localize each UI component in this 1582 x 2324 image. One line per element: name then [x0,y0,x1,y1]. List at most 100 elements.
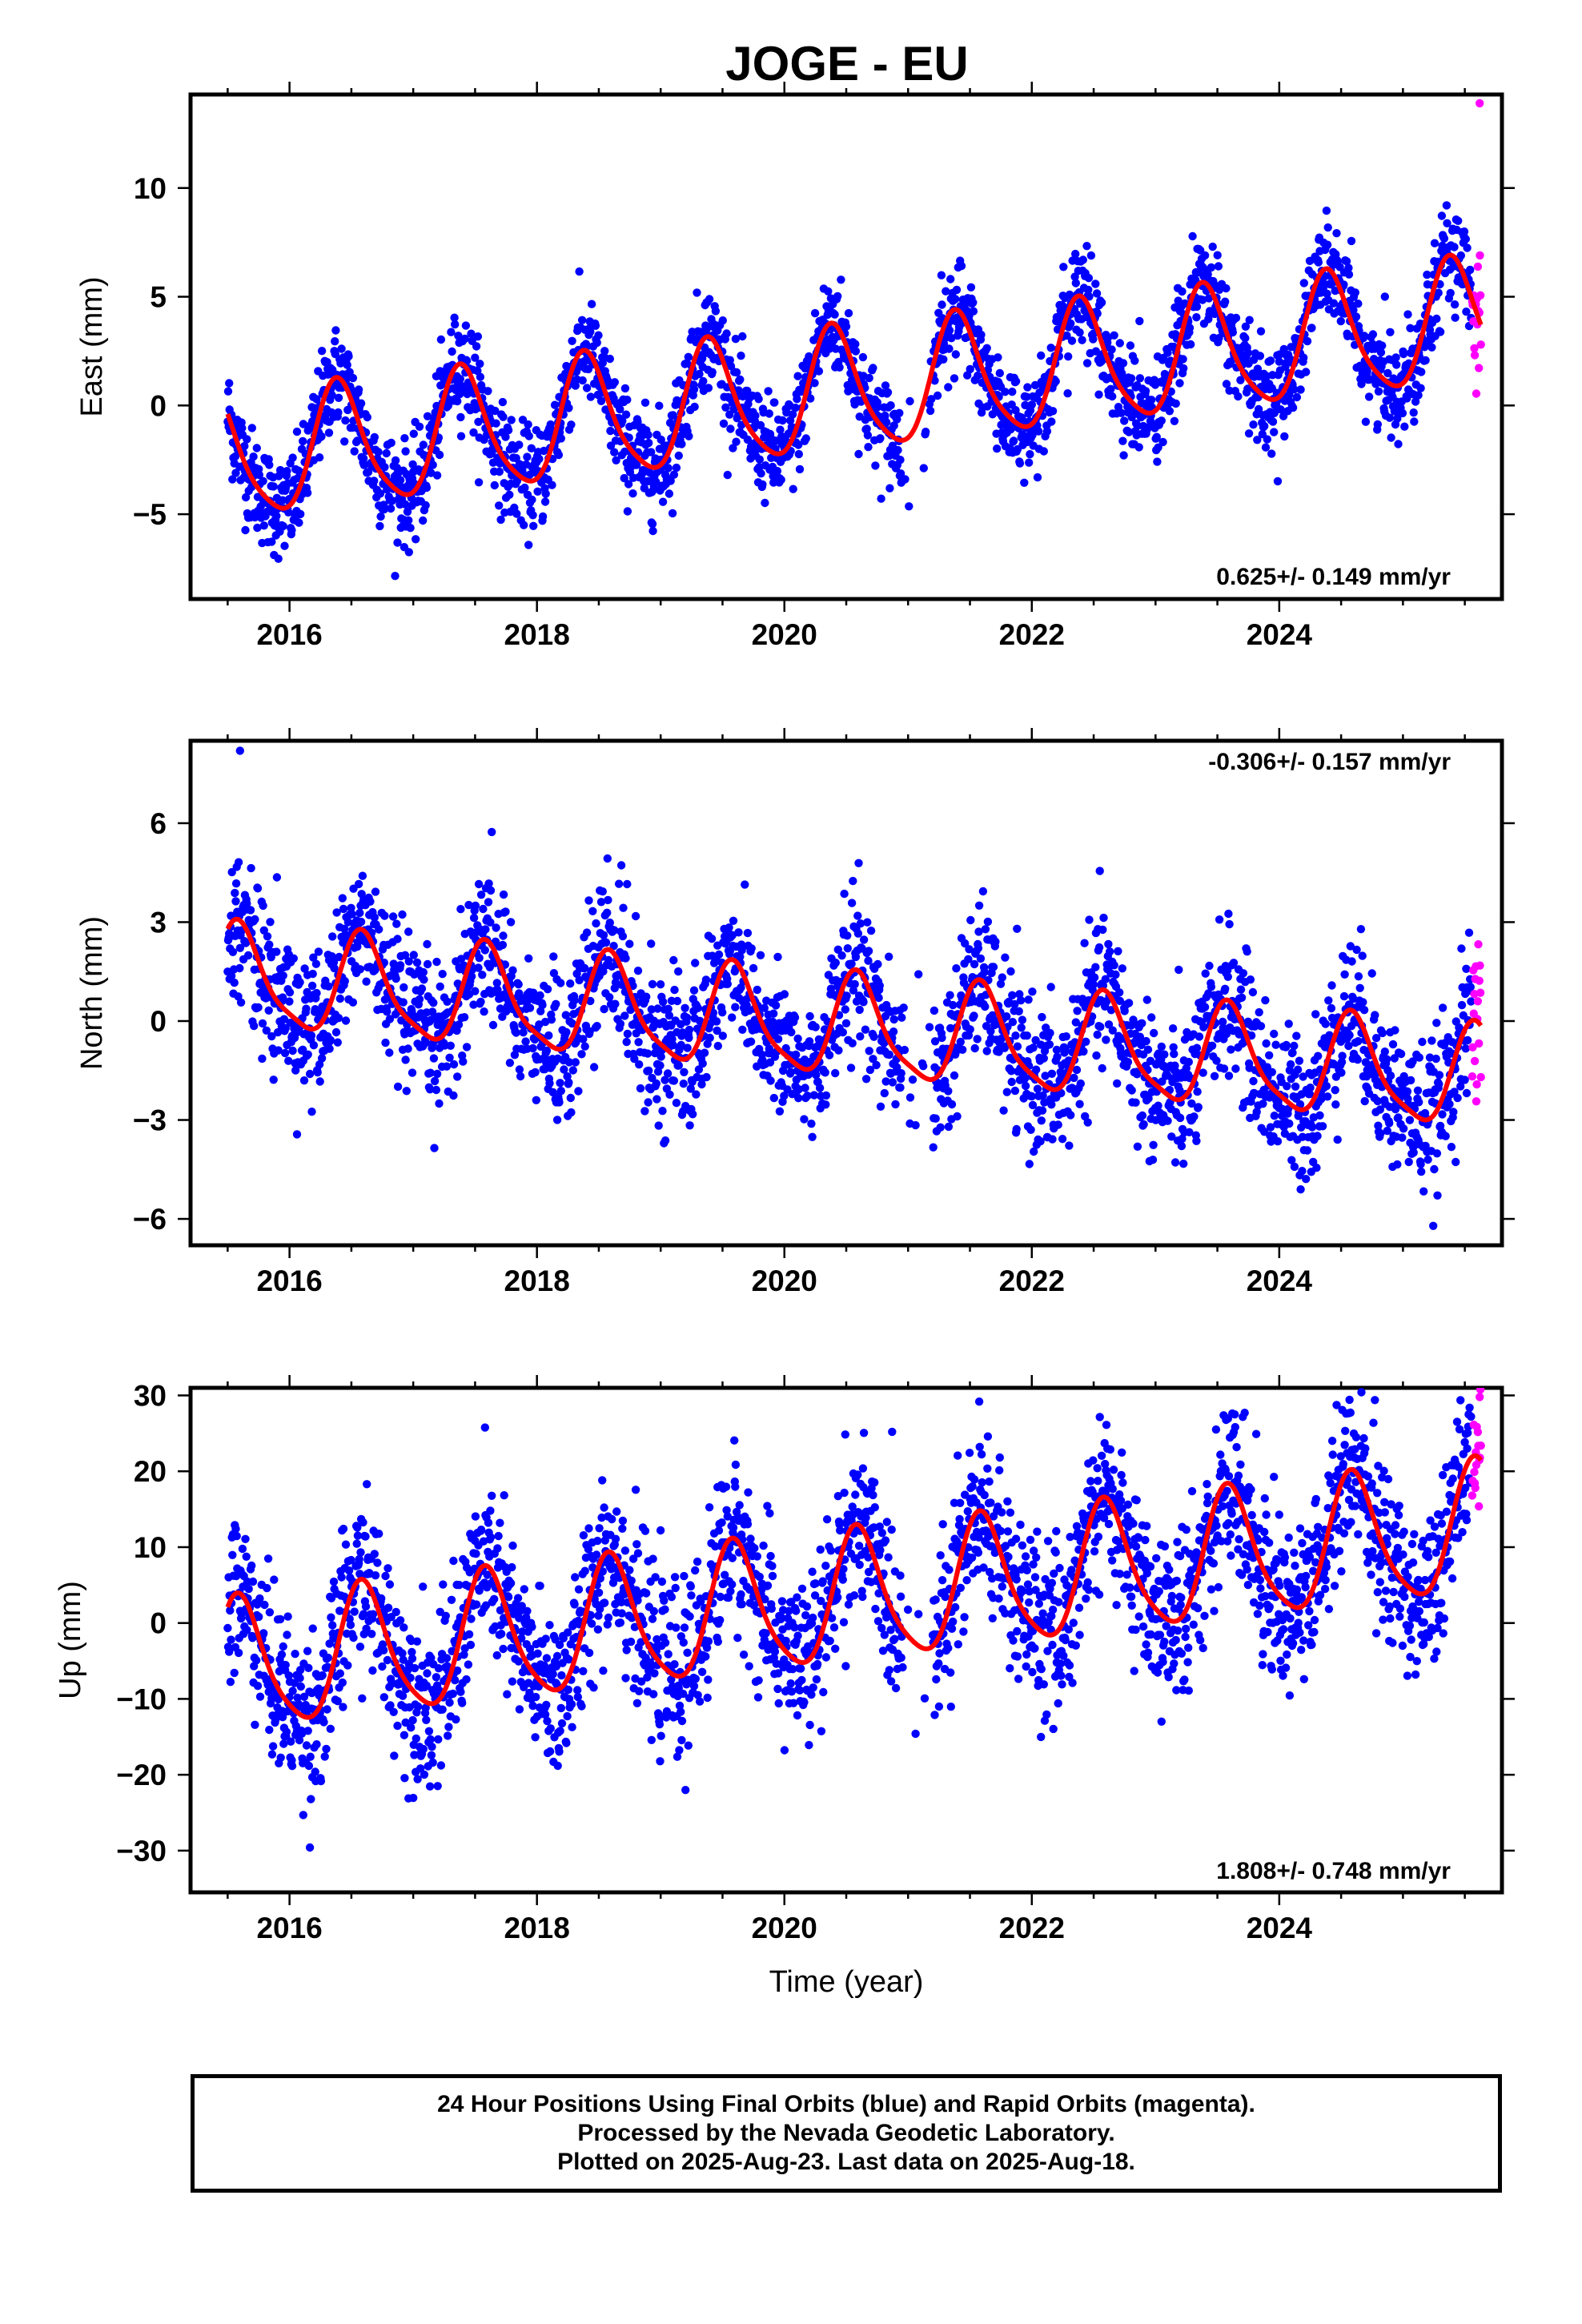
east-final-point [564,404,573,412]
north-final-point [292,1130,302,1139]
east-final-point [732,437,741,446]
north-final-point [825,1051,834,1059]
north-final-point [658,997,668,1007]
north-final-point [693,1003,702,1013]
north-final-point [656,1052,665,1061]
north-final-point [480,1007,488,1016]
east-final-point [1406,324,1415,332]
east-final-point [640,398,650,407]
north-final-point [1065,1141,1074,1150]
north-final-point [619,903,628,912]
north-final-point [339,904,348,914]
east-final-point [1152,432,1162,441]
north-final-point [1138,1019,1146,1028]
chart-title: JOGE - EU [725,37,968,90]
north-final-point [1207,983,1216,991]
north-final-point [459,1057,468,1066]
east-final-point [1361,417,1371,426]
east-final-point [1207,263,1216,272]
east-final-point [1244,429,1254,438]
east-final-point [1414,391,1423,400]
east-x-tick-label: 2024 [1247,618,1313,651]
north-final-point [402,1087,411,1096]
north-final-point [603,854,612,863]
north-final-point [1356,925,1366,934]
east-final-point [387,497,397,505]
north-final-point [669,1076,679,1085]
east-final-point [612,456,620,464]
east-final-point [871,461,880,470]
north-final-point [1266,1123,1275,1132]
north-final-point [1347,957,1356,966]
north-final-point [1318,1122,1327,1131]
east-final-point [315,453,324,462]
east-final-point [776,425,785,434]
north-final-point [560,1065,568,1074]
east-final-point [751,411,760,420]
east-final-point [1314,258,1323,267]
north-final-point [674,967,683,976]
north-final-point [847,899,857,907]
east-final-point [550,400,560,409]
east-marks [223,99,1485,581]
east-y-tick-label: −5 [133,498,167,531]
north-final-point [1224,909,1233,919]
east-final-point [1376,348,1386,357]
north-final-point [914,970,923,979]
north-final-point [793,1034,802,1043]
east-final-point [584,364,593,374]
north-final-point [780,990,789,999]
east-final-point [1394,440,1403,448]
north-final-point [303,987,311,997]
east-final-point [331,326,340,335]
east-final-point [777,475,785,485]
north-final-point [1322,1082,1331,1091]
north-final-point [1020,1074,1030,1084]
east-final-point [1357,380,1366,388]
east-final-point [419,440,428,449]
north-final-point [1029,1043,1038,1052]
east-final-point [1210,309,1219,319]
east-rapid-point [1475,364,1484,372]
north-final-point [1337,1058,1347,1067]
north-final-point [1101,975,1110,983]
north-final-point [1192,1043,1202,1052]
east-final-point [1263,435,1272,444]
north-final-point [1340,970,1349,979]
east-final-point [844,308,853,318]
east-final-point [295,518,303,527]
north-final-point [471,987,480,995]
north-final-point [1367,969,1376,978]
north-final-point [476,997,485,1007]
north-final-point [479,904,488,914]
east-rapid-point [1470,344,1479,353]
east-final-point [396,476,405,485]
north-final-point [423,959,432,969]
north-final-point [420,975,428,984]
east-final-point [795,464,805,474]
east-final-point [403,507,412,517]
east-final-point [460,334,469,344]
north-final-point [231,897,240,906]
north-final-point [944,1122,954,1132]
east-final-point [249,452,258,461]
east-final-point [620,447,629,456]
north-final-point [707,935,717,943]
east-final-point [278,496,287,505]
east-final-point [693,288,701,297]
east-final-point [1387,433,1395,442]
north-final-point [749,963,758,973]
north-final-point [970,959,979,969]
east-final-point [1332,229,1341,238]
north-final-point [582,928,592,937]
north-final-point [1093,1030,1102,1039]
north-final-point [1288,1048,1297,1057]
east-final-point [344,352,353,361]
north-final-point [964,955,973,964]
north-final-point [333,1038,342,1047]
east-final-point [279,521,287,531]
north-final-point [388,912,398,921]
north-final-point [821,1100,830,1109]
east-final-point [435,450,444,460]
north-final-point [674,1061,683,1070]
